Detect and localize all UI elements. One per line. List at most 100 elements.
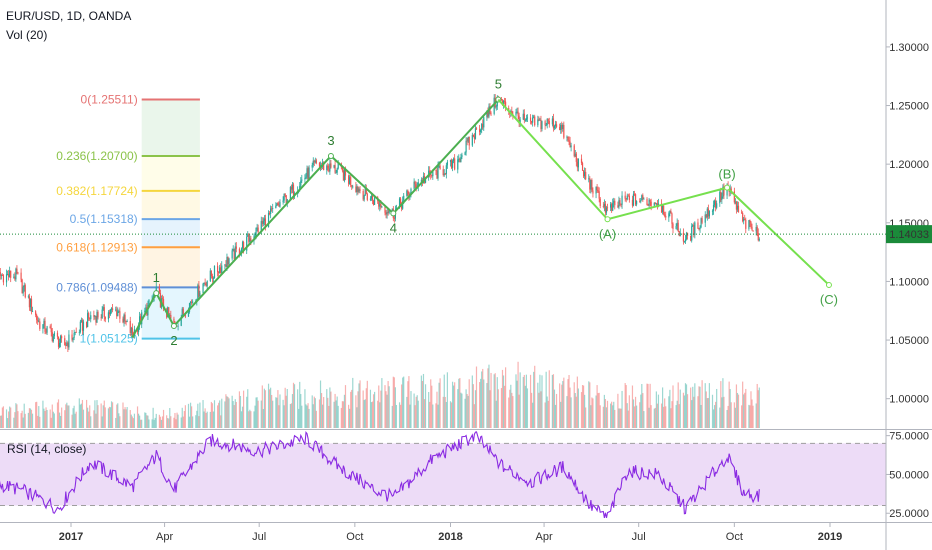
volume-bar bbox=[641, 384, 643, 428]
candle-body bbox=[437, 165, 439, 179]
candle-body bbox=[352, 186, 354, 188]
volume-bar bbox=[602, 406, 604, 428]
volume-bar bbox=[56, 402, 59, 428]
volume-bar bbox=[257, 400, 259, 428]
candle bbox=[691, 223, 693, 243]
volume-bar bbox=[424, 384, 427, 428]
volume-bar bbox=[239, 395, 242, 428]
volume-bar bbox=[315, 410, 317, 428]
candle-body bbox=[130, 327, 132, 333]
volume-bar bbox=[169, 408, 171, 428]
candle bbox=[72, 337, 74, 343]
candle bbox=[60, 334, 62, 348]
volume-bar bbox=[241, 406, 244, 428]
candle bbox=[312, 157, 314, 168]
candle-body bbox=[664, 214, 666, 216]
volume-bar bbox=[490, 372, 492, 428]
candle bbox=[119, 307, 121, 323]
candle bbox=[545, 122, 547, 127]
volume-indicator-label[interactable]: Vol (20) bbox=[6, 28, 48, 42]
wave-point bbox=[390, 210, 397, 217]
volume-bar bbox=[173, 417, 175, 428]
candle bbox=[235, 242, 237, 253]
rsi-indicator-label[interactable]: RSI (14, close) bbox=[7, 442, 87, 456]
wave-label: 3 bbox=[327, 133, 334, 148]
candle-body bbox=[327, 165, 329, 169]
volume-bar bbox=[745, 388, 747, 428]
volume-bar bbox=[454, 382, 456, 428]
volume-bar bbox=[168, 418, 170, 428]
candle bbox=[53, 331, 55, 340]
candle bbox=[9, 266, 11, 278]
candle bbox=[0, 268, 1, 280]
volume-bar bbox=[487, 368, 489, 428]
volume-bar bbox=[690, 387, 692, 428]
candle bbox=[708, 210, 710, 219]
symbol-title[interactable]: EUR/USD, 1D, OANDA bbox=[6, 9, 132, 23]
volume-bar bbox=[39, 416, 41, 428]
volume-bar bbox=[282, 399, 284, 428]
volume-bar bbox=[523, 374, 525, 428]
candle-body bbox=[51, 332, 53, 342]
candle-body bbox=[82, 321, 85, 331]
volume-bar bbox=[606, 400, 609, 428]
volume-bar bbox=[248, 411, 250, 428]
volume-bar bbox=[67, 405, 69, 428]
volume-bar bbox=[285, 395, 287, 428]
rsi-panel bbox=[0, 431, 886, 519]
volume-bar bbox=[167, 418, 169, 428]
candle-body bbox=[282, 200, 284, 203]
candle-body bbox=[706, 208, 708, 218]
candle bbox=[685, 231, 688, 241]
volume-bar bbox=[723, 396, 725, 428]
candle-body bbox=[291, 184, 294, 190]
candle-body bbox=[697, 222, 699, 229]
fibonacci-retracement[interactable]: 0(1.25511) 0.236(1.20700) 0.382(1.17724) 0.… bbox=[56, 93, 200, 346]
volume-bar bbox=[568, 375, 570, 428]
candle-body bbox=[161, 298, 164, 300]
candle bbox=[122, 316, 124, 324]
candle bbox=[15, 267, 17, 282]
candle bbox=[386, 209, 388, 219]
volume-bar bbox=[553, 389, 556, 428]
volume-bar bbox=[460, 392, 462, 428]
candle-body bbox=[540, 119, 542, 129]
candle bbox=[704, 211, 706, 228]
volume-bar bbox=[726, 410, 728, 428]
volume-bar bbox=[655, 391, 657, 428]
volume-bar bbox=[180, 417, 182, 428]
volume-bar bbox=[525, 374, 527, 428]
candle-body bbox=[260, 221, 262, 233]
candle bbox=[210, 270, 212, 279]
candle-body bbox=[307, 168, 309, 179]
candle-body bbox=[612, 203, 614, 211]
candle-body bbox=[471, 134, 473, 146]
volume-bar bbox=[488, 364, 490, 428]
elliott-waves[interactable]: 1 2 3 4 5 (A) (B) (C) bbox=[131, 77, 838, 348]
volume-bar bbox=[326, 389, 328, 428]
volume-bar bbox=[104, 407, 106, 428]
candle-body bbox=[174, 322, 176, 324]
candle-body bbox=[329, 163, 331, 172]
candle-body bbox=[188, 303, 191, 312]
candle bbox=[663, 205, 665, 216]
volume-bar bbox=[414, 405, 416, 428]
candle-body bbox=[677, 222, 679, 232]
volume-bar bbox=[276, 397, 278, 428]
candle-body bbox=[385, 212, 387, 215]
candle bbox=[487, 107, 489, 119]
volume-bar bbox=[596, 385, 598, 428]
time-tick-label: Oct bbox=[726, 531, 743, 543]
volume-bar bbox=[715, 401, 717, 428]
candle bbox=[6, 270, 9, 276]
candle bbox=[668, 211, 670, 222]
volume-bar bbox=[153, 419, 155, 428]
volume-bar bbox=[80, 403, 82, 428]
candle-body bbox=[756, 227, 758, 234]
candle-body bbox=[81, 320, 84, 331]
volume-bar bbox=[599, 405, 601, 428]
volume-bar bbox=[370, 402, 373, 428]
candle-body bbox=[596, 187, 598, 191]
volume-bar bbox=[683, 395, 686, 428]
candle-body bbox=[403, 195, 405, 201]
